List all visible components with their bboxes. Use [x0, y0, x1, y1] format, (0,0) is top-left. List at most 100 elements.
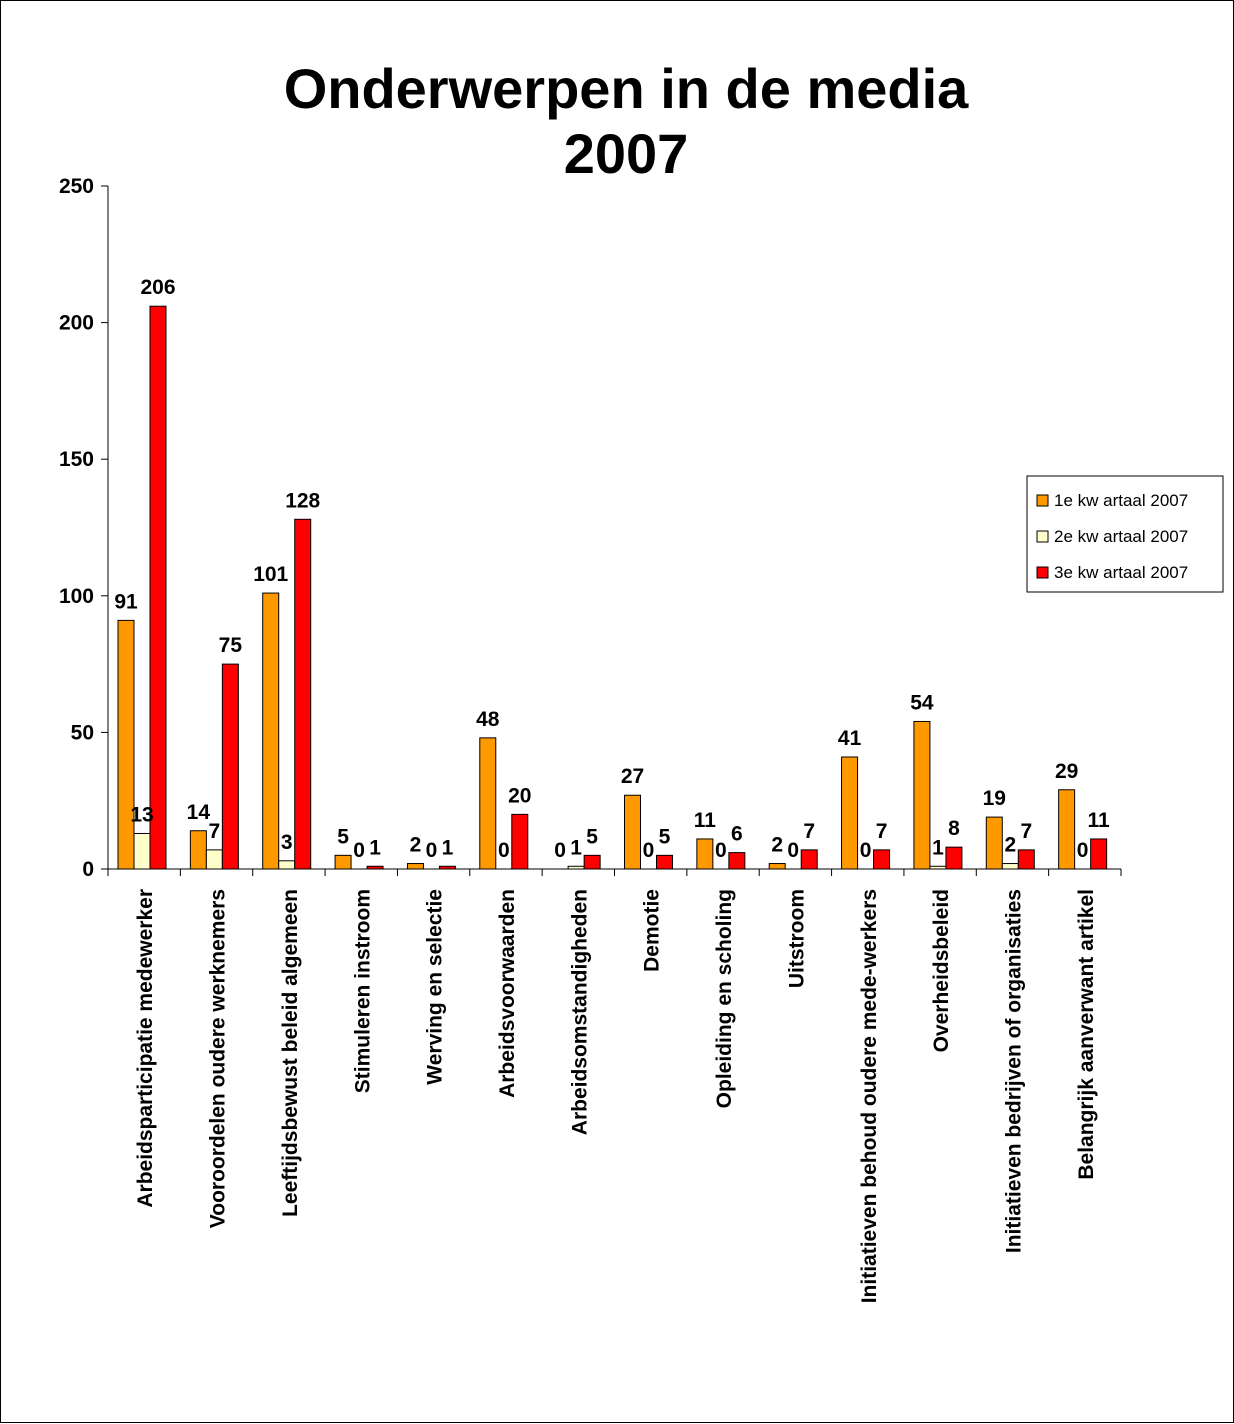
data-label: 27	[621, 765, 644, 788]
category-label: Initiatieven bedrijven of organisaties	[1002, 889, 1025, 1253]
bar	[624, 794, 641, 870]
bar	[800, 849, 818, 870]
data-label: 19	[983, 787, 1006, 810]
data-label: 0	[715, 839, 727, 862]
legend-swatch	[1036, 566, 1049, 579]
data-label: 5	[659, 825, 671, 848]
data-label: 0	[554, 839, 566, 862]
y-tick-label: 50	[71, 721, 94, 744]
bar	[656, 854, 673, 870]
data-label: 13	[130, 803, 153, 826]
data-label: 20	[508, 784, 531, 807]
bar	[728, 852, 746, 870]
category-label: Stimuleren instroom	[351, 889, 374, 1093]
data-label: 6	[731, 823, 743, 846]
data-label: 0	[498, 839, 510, 862]
bar	[1001, 863, 1019, 870]
legend-swatch	[1036, 494, 1049, 507]
bar	[406, 863, 424, 870]
bar	[189, 830, 207, 870]
data-label: 1	[369, 836, 381, 859]
y-tick-label: 0	[82, 858, 94, 881]
data-label: 0	[353, 839, 365, 862]
category-label: Arbeidsparticipatie medewerker	[134, 889, 157, 1208]
bar	[511, 813, 529, 870]
data-label: 41	[838, 727, 862, 750]
data-label: 2	[771, 834, 783, 857]
bar	[945, 846, 963, 870]
data-label: 7	[1020, 820, 1032, 843]
bar	[149, 305, 167, 870]
chart-title: Onderwerpen in de media	[284, 57, 969, 120]
category-label: Arbeidsomstandigheden	[568, 889, 591, 1135]
data-label: 2	[410, 834, 422, 857]
legend-box	[1026, 475, 1224, 593]
category-label: Arbeidsvoorwaarden	[496, 889, 519, 1098]
data-label: 206	[140, 276, 175, 299]
bar	[205, 849, 223, 870]
bar	[1058, 789, 1076, 870]
bar	[1017, 849, 1035, 870]
category-label: Leeftijdsbewust beleid algemeen	[279, 889, 302, 1217]
legend-label: 2e kw artaal 2007	[1054, 527, 1188, 546]
bar	[567, 865, 585, 870]
bar	[294, 518, 312, 870]
y-tick-label: 150	[59, 448, 94, 471]
data-label: 11	[694, 809, 717, 832]
category-label: Demotie	[641, 889, 664, 972]
data-label: 0	[643, 839, 655, 862]
data-label: 5	[337, 825, 349, 848]
category-label: Werving en selectie	[424, 889, 447, 1085]
data-label: 3	[281, 831, 293, 854]
category-label: Opleiding en scholing	[713, 889, 736, 1108]
bar	[768, 863, 786, 870]
legend-label: 1e kw artaal 2007	[1054, 491, 1188, 510]
bar	[985, 816, 1003, 870]
y-tick-label: 250	[59, 175, 94, 198]
legend: 1e kw artaal 2007 2e kw artaal 2007 3e kw …	[1026, 475, 1224, 593]
bars	[117, 305, 1108, 870]
category-label: Belangrijk aanverwant artikel	[1075, 889, 1098, 1180]
data-label: 101	[253, 563, 288, 586]
bar	[262, 592, 280, 870]
data-label: 48	[476, 708, 500, 731]
category-label: Overheidsbeleid	[930, 889, 953, 1052]
data-label: 1	[442, 836, 454, 859]
data-label: 0	[787, 839, 799, 862]
data-label: 91	[114, 590, 138, 613]
category-labels: Arbeidsparticipatie medewerker Vooroordel…	[134, 889, 1098, 1303]
data-label: 7	[876, 820, 888, 843]
bar	[221, 663, 239, 870]
data-label: 0	[860, 839, 872, 862]
data-label: 29	[1055, 760, 1078, 783]
category-label: Vooroordelen oudere werknemers	[207, 889, 230, 1228]
bar	[696, 838, 714, 870]
data-label: 5	[586, 825, 598, 848]
bar	[583, 854, 601, 870]
data-label: 14	[187, 801, 211, 824]
data-label: 11	[1088, 809, 1111, 832]
data-label: 7	[209, 820, 221, 843]
data-label: 1	[570, 836, 582, 859]
bar	[841, 756, 859, 870]
bar	[1090, 838, 1108, 870]
data-label: 54	[910, 691, 934, 714]
legend-swatch	[1036, 530, 1049, 543]
bar	[913, 720, 931, 870]
category-label: Initiatieven behoud oudere mede-werkers	[858, 889, 881, 1303]
bar	[438, 865, 456, 870]
y-tick-label: 100	[59, 585, 94, 608]
chart-subtitle: 2007	[564, 122, 689, 185]
bar	[278, 860, 296, 870]
data-label: 8	[948, 817, 960, 840]
legend-label: 3e kw artaal 2007	[1054, 563, 1188, 582]
bar	[479, 737, 497, 870]
bar	[133, 832, 151, 870]
bar	[873, 849, 891, 870]
y-tick-label: 200	[59, 312, 94, 335]
data-label: 1	[932, 836, 944, 859]
